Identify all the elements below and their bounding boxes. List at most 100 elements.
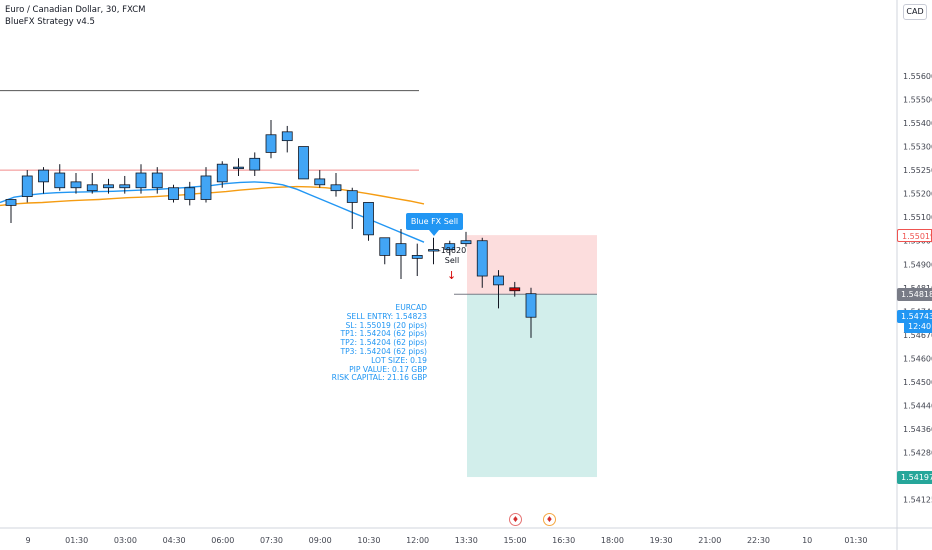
price-tick-label: 1.54360 — [903, 425, 932, 434]
candle-body — [363, 202, 374, 236]
candle-body — [476, 240, 488, 277]
time-tick-label: 04:30 — [163, 536, 186, 545]
price-tick-label: 1.54500 — [903, 378, 932, 387]
time-tick-label: 03:00 — [114, 536, 137, 545]
candle-body — [314, 178, 326, 186]
trade-info-line: SL: 1.55019 (20 pips) — [345, 320, 427, 330]
candle-body — [5, 199, 17, 206]
price-tag: 1.54818 — [897, 287, 932, 301]
price-tick-label: 1.55600 — [903, 72, 932, 81]
time-tick-label: 06:00 — [211, 536, 234, 545]
sell-arrow-icon: ↓ — [447, 269, 457, 282]
price-tag: 1.55019 — [897, 228, 932, 242]
time-tick-label: 15:00 — [503, 536, 526, 545]
candle-body — [135, 172, 147, 189]
price-tick-label: 1.55200 — [903, 190, 932, 199]
price-tick-label: 1.55500 — [903, 95, 932, 104]
candle-body — [265, 134, 277, 153]
price-tick-label: 1.55300 — [903, 143, 932, 152]
candle-body — [86, 184, 98, 192]
candle-body — [21, 175, 33, 197]
price-tag: 1.54197 — [897, 470, 932, 484]
trade-info-line: TP3: 1.54204 (62 pips) — [340, 347, 427, 356]
time-tick-label: 01:30 — [65, 536, 88, 545]
candle-body — [151, 172, 163, 189]
candle-body — [38, 169, 49, 183]
candle-body — [54, 172, 66, 189]
currency-button[interactable]: CAD — [903, 4, 927, 20]
candle-body — [460, 240, 472, 245]
countdown-tag: 12:40 — [904, 320, 932, 333]
time-tick-label: 21:00 — [698, 536, 721, 545]
moving-averages — [0, 181, 425, 243]
trade-zones — [454, 235, 597, 478]
take-profit-zone — [467, 294, 597, 478]
time-tick-label: 9 — [25, 536, 30, 545]
time-tick-label: 10 — [802, 536, 812, 545]
candle-body — [444, 243, 456, 250]
price-tag: 1.54743 — [897, 309, 932, 323]
candle-body — [70, 181, 82, 189]
price-tick-label: 1.55100 — [903, 213, 932, 222]
price-tick-label: 1.54440 — [903, 402, 932, 411]
candle-body — [281, 131, 293, 142]
candle-body — [119, 184, 131, 189]
candle-body — [411, 255, 423, 259]
canada-flag-event-icon[interactable]: ♦ — [543, 513, 556, 526]
candle-body — [216, 163, 228, 183]
sell-signal-pointer — [429, 230, 439, 236]
time-tick-label: 16:30 — [552, 536, 575, 545]
moving-average-line — [0, 181, 425, 243]
stop-loss-zone — [467, 235, 597, 295]
price-tick-label: 1.54125 — [903, 496, 932, 505]
candle-body — [184, 187, 196, 200]
signal-direction: Sell — [444, 256, 460, 265]
price-tick-label: 1.54900 — [903, 260, 932, 269]
time-tick-label: 10:30 — [357, 536, 380, 545]
candle-body — [346, 190, 358, 203]
moving-average-line — [0, 185, 425, 207]
trade-info-line: TP2: 1.54204 (62 pips) — [340, 338, 427, 348]
trade-info-line: RISK CAPITAL: 21.16 GBP — [331, 373, 427, 383]
horizontal-lines — [0, 90, 419, 171]
trade-info-line: TP1: 1.54204 (62 pips) — [340, 329, 427, 339]
price-tick-label: 1.55400 — [903, 119, 932, 128]
trade-info-line: PIP VALUE: 0.17 GBP — [349, 364, 427, 374]
candle-body — [330, 184, 342, 192]
signal-value: -18620 Sell — [436, 246, 468, 266]
candle-body — [379, 237, 391, 256]
symbol-title[interactable]: Euro / Canadian Dollar, 30, FXCM — [5, 5, 146, 15]
time-tick-label: 22:30 — [747, 536, 770, 545]
candle-body — [249, 157, 261, 171]
candle-body — [428, 249, 439, 252]
canada-flag-event-icon[interactable]: ♦ — [509, 513, 522, 526]
candle-body — [525, 293, 537, 318]
indicator-title[interactable]: BlueFX Strategy v4.5 — [5, 17, 95, 27]
candle-body — [233, 166, 244, 170]
time-tick-label: 13:30 — [455, 536, 478, 545]
candle-body — [395, 243, 407, 256]
candle-body — [298, 146, 309, 180]
time-tick-label: 18:00 — [601, 536, 624, 545]
candle-body — [493, 275, 504, 286]
time-tick-label: 19:30 — [650, 536, 673, 545]
price-tick-label: 1.55250 — [903, 166, 932, 175]
trade-info-line: LOT SIZE: 0.19 — [371, 355, 427, 365]
price-tick-label: 1.54670 — [903, 331, 932, 340]
sell-signal-label: Blue FX Sell — [406, 213, 463, 230]
candle-body — [200, 175, 212, 200]
candles — [5, 120, 537, 338]
signal-value-number: -18620 — [437, 246, 467, 255]
price-tick-label: 1.54280 — [903, 449, 932, 458]
candle-body — [103, 184, 114, 189]
time-tick-label: 09:00 — [309, 536, 332, 545]
trade-info-line: SELL ENTRY: 1.54823 — [346, 311, 427, 321]
time-tick-label: 07:30 — [260, 536, 283, 545]
candle-body — [509, 287, 521, 292]
price-tick-label: 1.54600 — [903, 354, 932, 363]
time-tick-label: 01:30 — [844, 536, 867, 545]
time-tick-label: 12:00 — [406, 536, 429, 545]
candle-body — [168, 187, 179, 200]
